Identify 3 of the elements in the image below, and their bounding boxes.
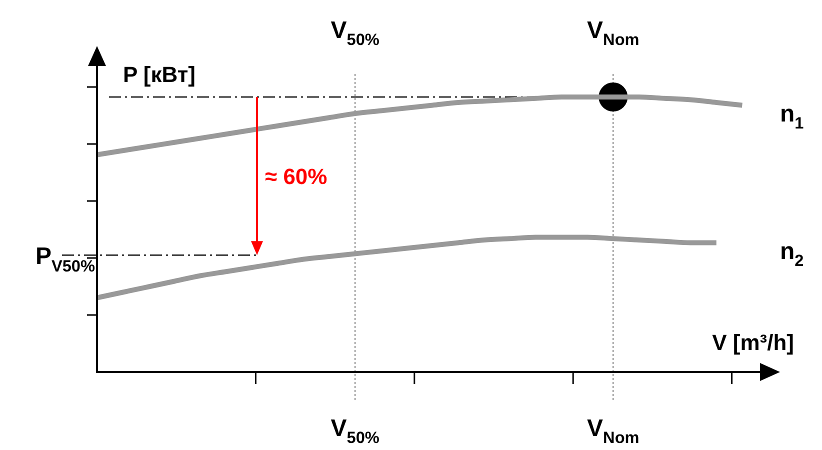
x-axis-title: V [m³/h] xyxy=(712,330,794,355)
annotation: ≈ 60% xyxy=(265,164,328,190)
y-axis-title: P [кВт] xyxy=(123,62,196,87)
